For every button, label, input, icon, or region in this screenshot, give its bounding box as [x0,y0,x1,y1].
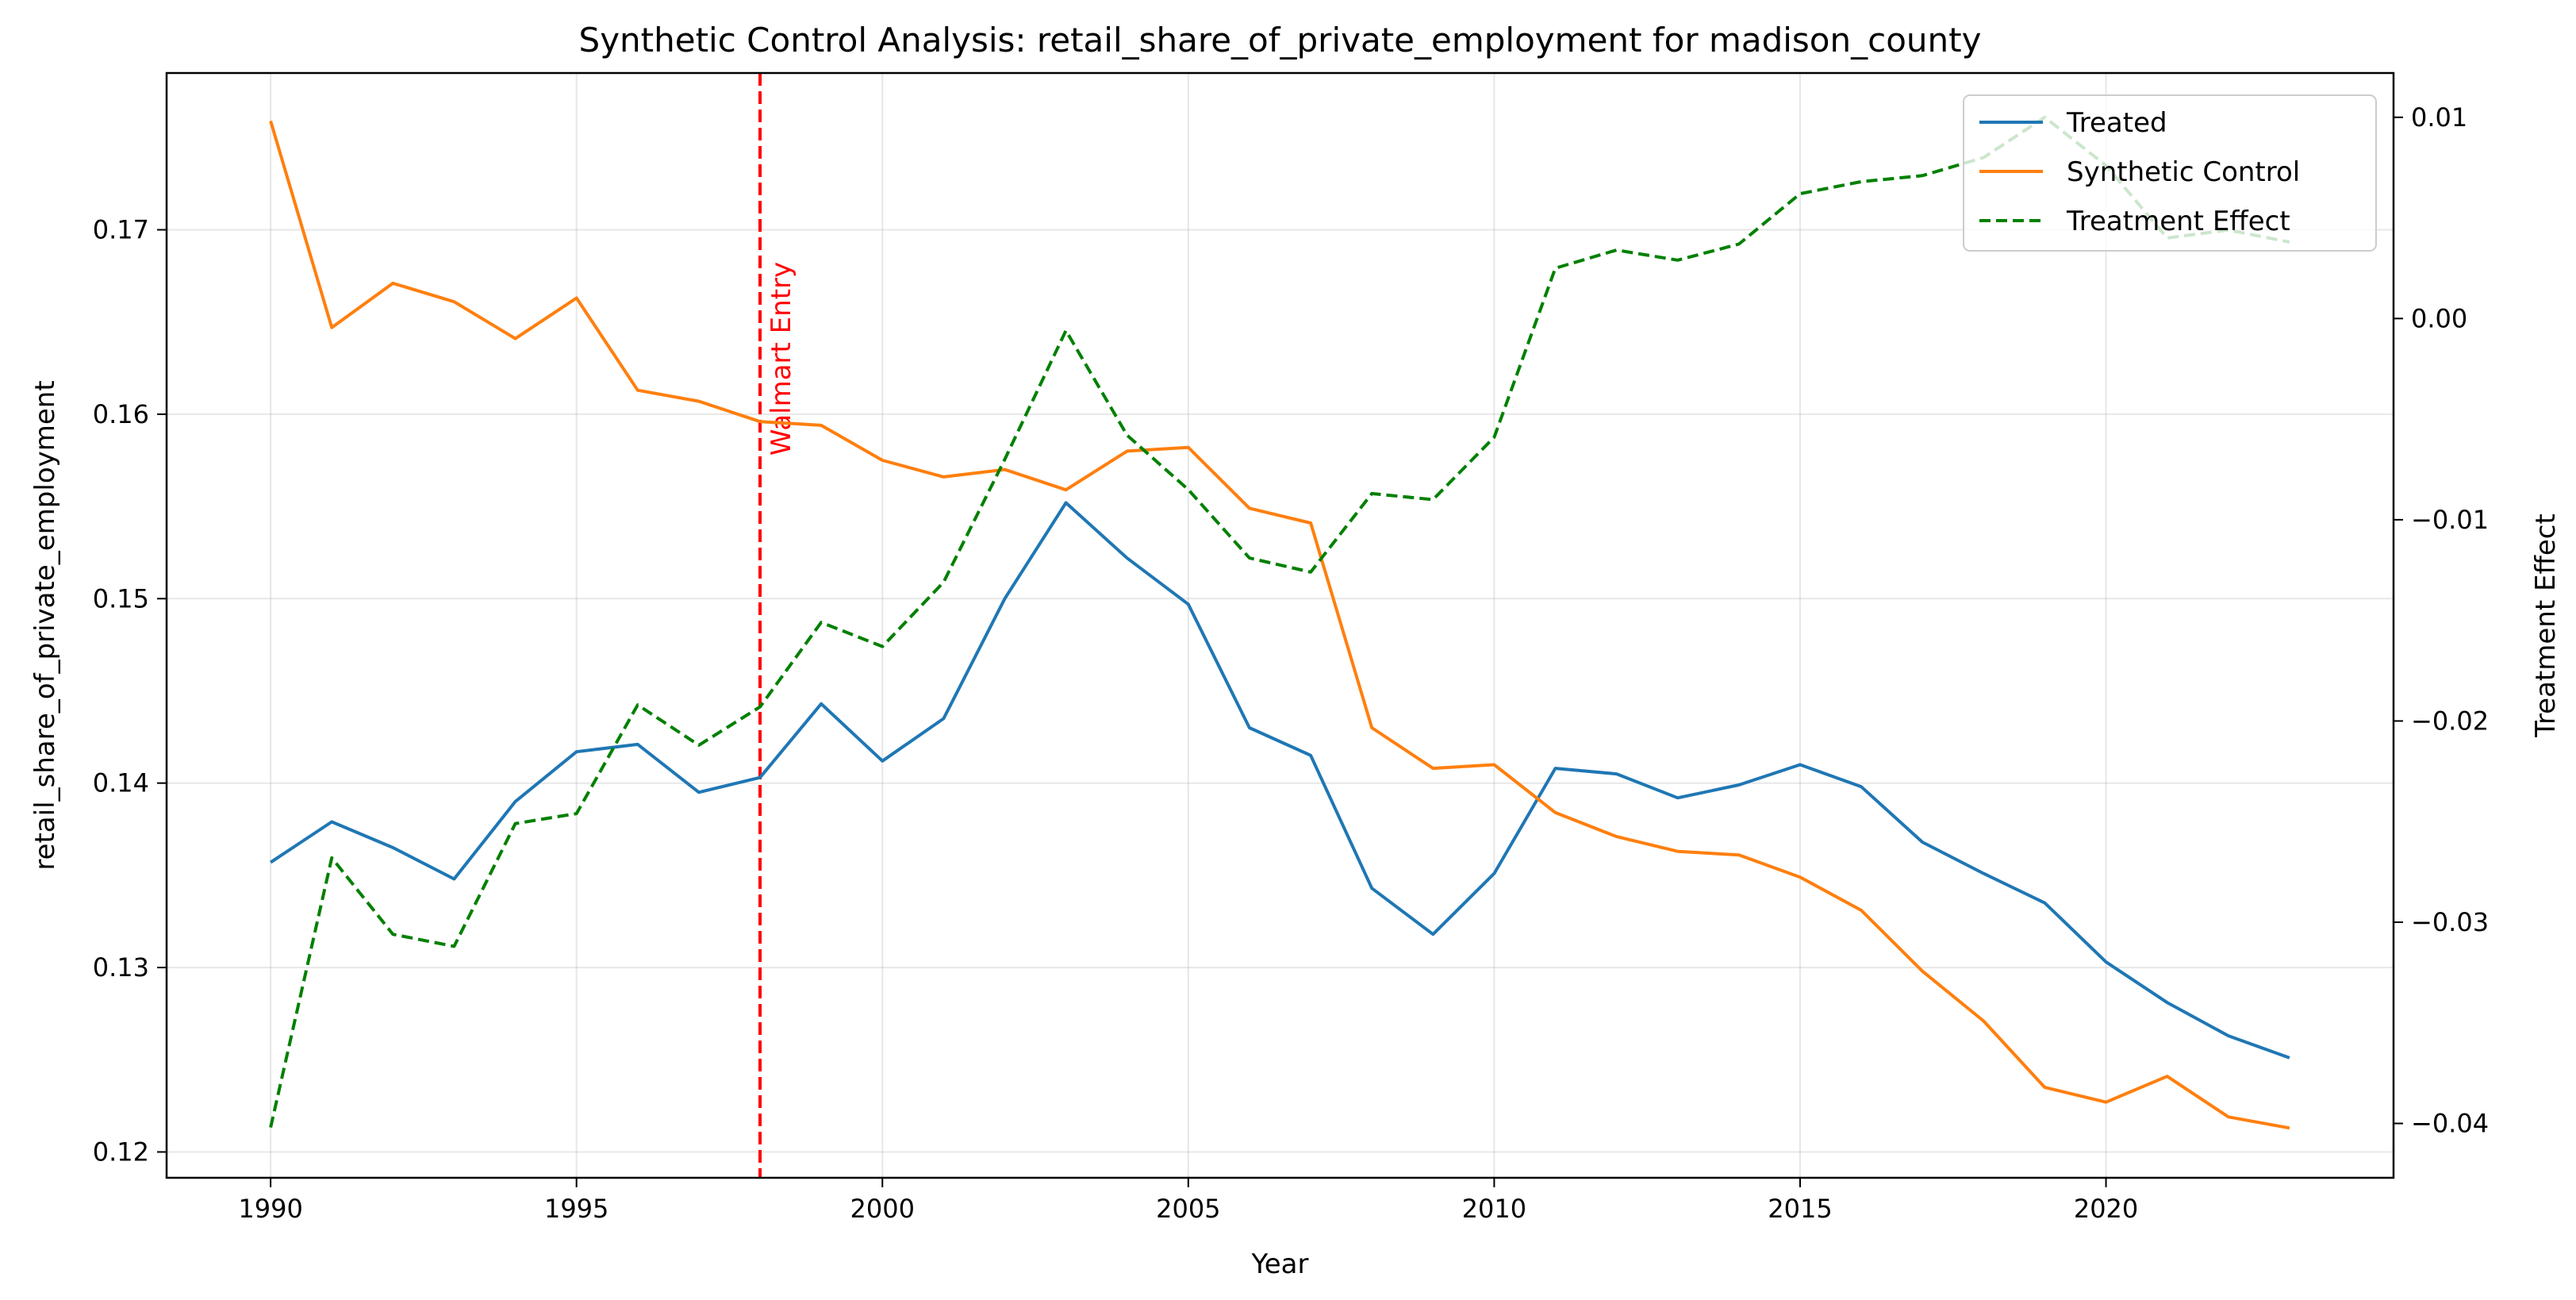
legend-label: Treated [2066,107,2167,139]
plot-frame [165,71,2395,1179]
y2-tick-label: −0.04 [2411,1109,2489,1139]
legend-box [1963,94,2377,252]
legend-label: Synthetic Control [2067,156,2300,188]
y-tick-label: 0.17 [93,215,149,245]
y2-tick-label: −0.02 [2411,706,2489,736]
y-tick-label: 0.13 [93,952,149,983]
y2-tick-label: 0.00 [2411,303,2467,333]
y-axis-left: 0.12 0.13 0.14 0.15 0.16 0.17 [93,215,167,1167]
y2-tick-label: −0.03 [2411,907,2489,937]
grid [167,73,2394,1178]
walmart-entry-label: Walmart Entry [766,262,797,456]
x-tick-label: 2005 [1156,1194,1220,1224]
x-tick-label: 2000 [850,1194,915,1224]
x-tick-label: 1995 [544,1194,608,1224]
x-tick-label: 2020 [2074,1194,2138,1224]
series-line-synthetic-control [269,120,2290,1130]
series-line-treatment-effect [269,115,2290,1129]
series-line-treated [269,501,2290,1060]
x-axis: 1990 1995 2000 2005 2010 2015 2020 [238,1178,2138,1224]
y2-axis-label: Treatment Effect [2530,513,2562,738]
series-lines [269,115,2290,1130]
x-tick-label: 1990 [238,1194,302,1224]
x-axis-label: Year [1251,1248,1309,1280]
y-tick-label: 0.12 [93,1137,149,1167]
y-tick-label: 0.16 [93,399,149,429]
x-tick-label: 2015 [1768,1194,1832,1224]
legend-label: Treatment Effect [2066,206,2290,237]
y2-tick-label: −0.01 [2411,505,2489,535]
x-tick-label: 2010 [1462,1194,1526,1224]
y-axis-label: retail_share_of_private_employment [29,380,61,870]
y-axis-right: −0.04 −0.03 −0.02 −0.01 0.00 0.01 [2394,102,2489,1139]
y-tick-label: 0.15 [93,583,149,613]
y-tick-label: 0.14 [93,768,149,798]
chart-title: Synthetic Control Analysis: retail_share… [579,21,1982,60]
legend: Treated Synthetic Control Treatment Effect [1963,94,2377,252]
y2-tick-label: 0.01 [2411,102,2467,133]
